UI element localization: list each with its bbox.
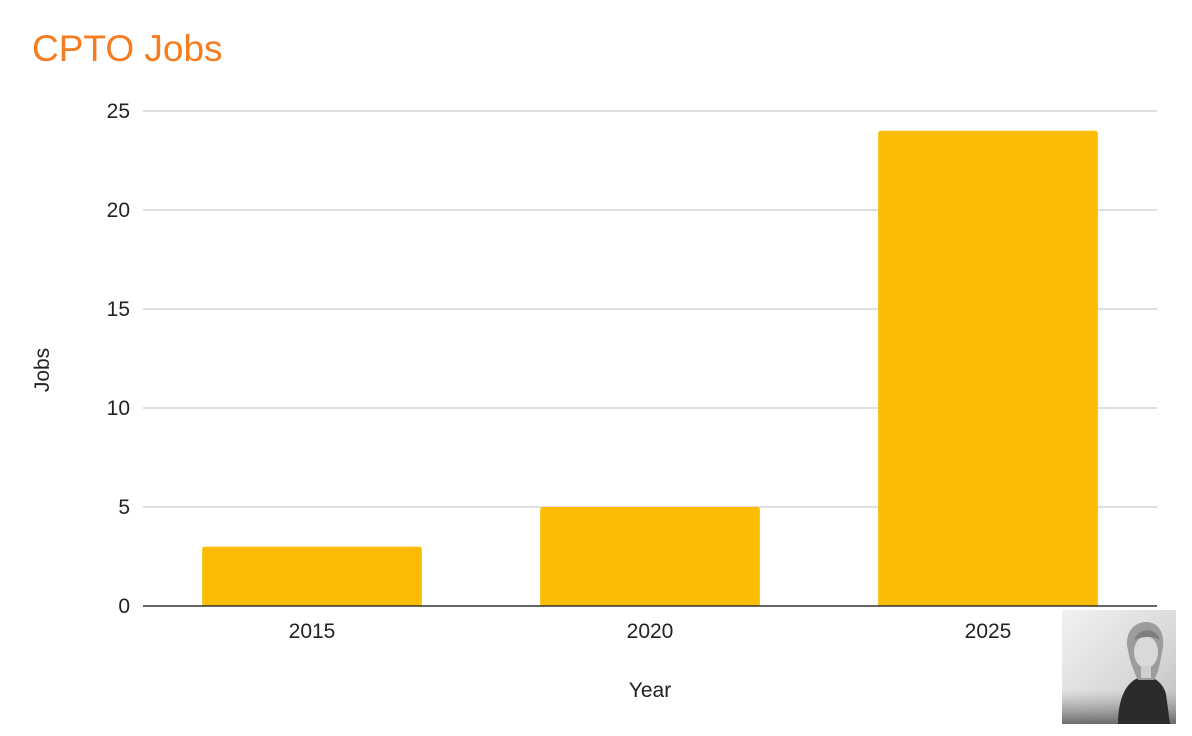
y-axis-label: Jobs bbox=[31, 348, 54, 392]
y-tick-labels: 0 5 10 15 20 25 bbox=[107, 100, 130, 618]
x-tick-label: 2015 bbox=[289, 620, 336, 643]
y-tick-label: 0 bbox=[118, 595, 130, 618]
bar-2025 bbox=[878, 130, 1098, 607]
chart-title: CPTO Jobs bbox=[32, 28, 223, 69]
x-tick-label: 2020 bbox=[627, 620, 674, 643]
y-tick-label: 25 bbox=[107, 100, 130, 123]
x-tick-labels: 2015 2020 2025 bbox=[289, 620, 1012, 643]
y-tick-label: 5 bbox=[118, 496, 130, 519]
bar-2020 bbox=[540, 507, 760, 606]
y-tick-label: 15 bbox=[107, 298, 130, 321]
x-axis-label: Year bbox=[629, 679, 671, 702]
bar-2015 bbox=[202, 546, 422, 606]
y-tick-label: 20 bbox=[107, 199, 130, 222]
y-tick-label: 10 bbox=[107, 397, 130, 420]
x-tick-label: 2025 bbox=[965, 620, 1012, 643]
bars bbox=[202, 130, 1098, 607]
portrait-photo-icon bbox=[1062, 610, 1176, 724]
